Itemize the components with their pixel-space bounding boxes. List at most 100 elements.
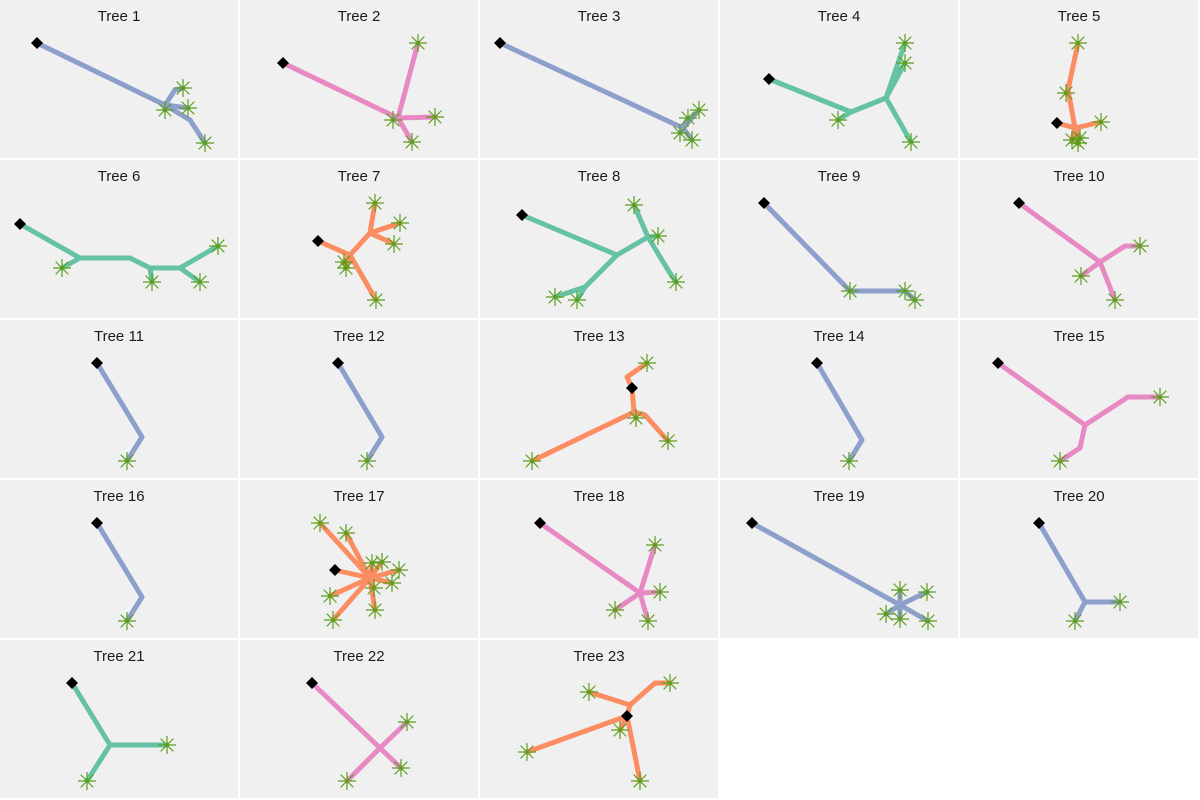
tree-branch <box>897 602 931 624</box>
tip-star-marker <box>1106 291 1124 309</box>
tip-star-marker <box>1092 113 1110 131</box>
root-diamond-marker <box>758 197 770 209</box>
root-diamond-marker <box>329 564 341 576</box>
tree-branch <box>848 95 889 115</box>
tip-star-marker <box>568 291 586 309</box>
tip-star-marker <box>877 605 895 623</box>
tree-branch <box>529 409 637 464</box>
tree-panel-title: Tree 16 <box>93 488 145 505</box>
tree-diagram <box>811 357 865 470</box>
tip-star-marker <box>651 583 669 601</box>
tree-panel: Tree 17 <box>240 480 478 638</box>
tree-branch <box>624 360 650 380</box>
tree-diagram <box>1051 34 1110 152</box>
tip-star-marker <box>196 134 214 152</box>
tip-star-marker <box>118 452 136 470</box>
root-diamond-marker <box>332 357 344 369</box>
root-diamond-marker <box>746 517 758 529</box>
tree-panel-title: Tree 10 <box>1053 168 1105 185</box>
tip-star-marker <box>358 452 376 470</box>
tree-branch <box>1082 394 1131 428</box>
tip-star-marker <box>367 291 385 309</box>
tree-panel-title: Tree 21 <box>93 648 145 665</box>
tree-branch <box>614 234 651 258</box>
root-diamond-marker <box>992 357 1004 369</box>
tree-panel: Tree 9 <box>720 160 958 318</box>
tree-panel: Tree 4 <box>720 0 958 158</box>
tree-panel: Tree 10 <box>960 160 1198 318</box>
root-diamond-marker <box>277 57 289 69</box>
tree-branch <box>1097 243 1128 265</box>
tree-panel: Tree 23 <box>480 640 718 798</box>
tree-branch <box>846 437 865 464</box>
tree-branch <box>17 221 83 261</box>
tip-star-marker <box>638 354 656 372</box>
tree-diagram <box>311 514 408 629</box>
tree-diagram <box>14 218 227 291</box>
tree-panel-title: Tree 1 <box>97 8 141 25</box>
tree-diagram <box>992 357 1169 470</box>
tip-star-marker <box>840 452 858 470</box>
tree-branch <box>395 40 421 121</box>
tip-star-marker <box>156 101 174 119</box>
tree-branch <box>519 212 620 258</box>
tree-panel: Tree 7 <box>240 160 478 318</box>
root-diamond-marker <box>306 677 318 689</box>
tip-star-marker <box>518 743 536 761</box>
tree-panel-title: Tree 11 <box>93 328 145 345</box>
tree-panel-title: Tree 20 <box>1053 488 1105 505</box>
tree-branch <box>315 238 353 258</box>
tree-panel: Tree 20 <box>960 480 1198 638</box>
tip-star-marker <box>906 291 924 309</box>
tree-branch <box>612 590 643 613</box>
tip-star-marker <box>179 99 197 117</box>
tree-diagram <box>91 517 145 630</box>
tree-panel: Tree 21 <box>0 640 238 798</box>
tree-branch <box>524 713 630 755</box>
tip-star-marker <box>366 194 384 212</box>
tip-star-marker <box>1071 129 1089 147</box>
tree-diagram <box>516 196 685 309</box>
tree-diagram <box>1013 197 1149 309</box>
tree-panel-title: Tree 9 <box>817 168 861 185</box>
tree-branch <box>69 680 113 748</box>
tree-panel-title: Tree 22 <box>333 648 385 665</box>
tip-star-marker <box>631 772 649 790</box>
tree-diagram <box>746 517 937 630</box>
root-diamond-marker <box>91 517 103 529</box>
tree-diagram <box>1033 517 1129 630</box>
tree-panel: Tree 18 <box>480 480 718 638</box>
tree-branch <box>1077 422 1088 451</box>
tip-star-marker <box>390 561 408 579</box>
tree-panel: Tree 11 <box>0 320 238 478</box>
tip-star-marker <box>174 79 192 97</box>
root-diamond-marker <box>811 357 823 369</box>
tree-panel-title: Tree 5 <box>1057 8 1101 25</box>
tree-branch <box>637 542 658 596</box>
tip-star-marker <box>902 133 920 151</box>
root-diamond-marker <box>534 517 546 529</box>
tree-panel: Tree 12 <box>240 320 478 478</box>
tree-branch <box>94 360 145 440</box>
tip-star-marker <box>891 610 909 628</box>
tree-branch <box>552 284 588 300</box>
tip-star-marker <box>321 587 339 605</box>
tree-diagram <box>763 34 920 151</box>
tree-branch <box>327 575 373 599</box>
tree-panel-title: Tree 13 <box>573 328 625 345</box>
tree-branch <box>332 567 373 581</box>
root-diamond-marker <box>1013 197 1025 209</box>
tree-panel-title: Tree 12 <box>333 328 385 345</box>
tip-star-marker <box>1069 134 1087 152</box>
tree-branch <box>1072 119 1104 131</box>
tree-panel: Tree 3 <box>480 0 718 158</box>
tree-branch <box>637 590 651 624</box>
tip-star-marker <box>679 109 697 127</box>
tree-branch <box>367 575 395 586</box>
tree-panel-title: Tree 15 <box>1053 328 1105 345</box>
tree-panel-title: Tree 2 <box>337 8 381 25</box>
tree-panel-title: Tree 8 <box>577 168 621 185</box>
tip-star-marker <box>311 514 329 532</box>
tree-panel: Tree 6 <box>0 160 238 318</box>
tip-star-marker <box>918 583 936 601</box>
